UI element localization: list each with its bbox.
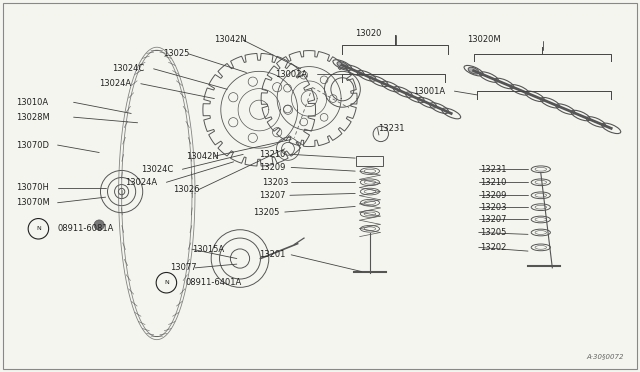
Text: 13210: 13210 bbox=[259, 150, 285, 159]
Text: 13010A: 13010A bbox=[16, 98, 48, 107]
Text: 13001A: 13001A bbox=[413, 87, 445, 96]
Text: 13210: 13210 bbox=[480, 178, 506, 187]
Text: N: N bbox=[164, 280, 169, 285]
Text: 13024C: 13024C bbox=[141, 165, 173, 174]
Text: 13209: 13209 bbox=[259, 163, 285, 172]
Ellipse shape bbox=[337, 62, 348, 68]
Text: 13028M: 13028M bbox=[16, 113, 50, 122]
Text: A·30§0072: A·30§0072 bbox=[586, 353, 624, 359]
Bar bbox=[356, 156, 383, 166]
Text: 13207: 13207 bbox=[480, 215, 506, 224]
Text: 13024A: 13024A bbox=[125, 178, 157, 187]
Text: 13202: 13202 bbox=[480, 243, 506, 252]
Text: 13025: 13025 bbox=[163, 49, 189, 58]
Text: 08911-6081A: 08911-6081A bbox=[58, 224, 114, 233]
Text: 13070D: 13070D bbox=[16, 141, 49, 150]
Text: 13209: 13209 bbox=[480, 191, 506, 200]
Text: 13231: 13231 bbox=[480, 165, 506, 174]
Text: 13205: 13205 bbox=[253, 208, 279, 217]
Text: 13026: 13026 bbox=[173, 185, 199, 194]
Text: 13024A: 13024A bbox=[99, 79, 131, 88]
Text: 08911-6401A: 08911-6401A bbox=[186, 278, 242, 287]
Text: 13020M: 13020M bbox=[467, 35, 501, 44]
Text: 13024C: 13024C bbox=[112, 64, 144, 73]
Text: 13070M: 13070M bbox=[16, 198, 50, 207]
Text: 13001A: 13001A bbox=[275, 70, 307, 79]
Text: 13203: 13203 bbox=[480, 203, 506, 212]
Text: 13042N: 13042N bbox=[186, 152, 218, 161]
Text: 13231: 13231 bbox=[378, 124, 404, 133]
Text: 13205: 13205 bbox=[480, 228, 506, 237]
Text: 13207: 13207 bbox=[259, 191, 285, 200]
Text: 13042N: 13042N bbox=[214, 35, 247, 44]
Text: 13203: 13203 bbox=[262, 178, 289, 187]
Text: 13015A: 13015A bbox=[192, 245, 224, 254]
Circle shape bbox=[94, 220, 104, 230]
Text: 13020: 13020 bbox=[355, 29, 381, 38]
Text: N: N bbox=[36, 226, 41, 231]
Text: 13070H: 13070H bbox=[16, 183, 49, 192]
Text: 13077: 13077 bbox=[170, 263, 196, 272]
Text: 13201: 13201 bbox=[259, 250, 285, 259]
Ellipse shape bbox=[468, 67, 479, 74]
